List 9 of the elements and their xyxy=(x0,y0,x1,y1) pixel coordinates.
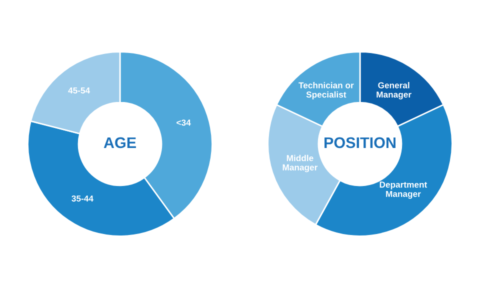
slice-label: Middle Manager xyxy=(282,154,318,172)
slice-label: Technician or Specialist xyxy=(298,82,354,100)
text: POSITION xyxy=(324,137,396,148)
slice-label: 35-44 xyxy=(72,195,94,202)
slice-label: General Manager xyxy=(376,82,412,100)
slice-label: Department Manager xyxy=(380,182,428,199)
slice-label: 45-54 xyxy=(68,88,90,94)
slice-label: <34 xyxy=(176,120,191,126)
text: AGE xyxy=(104,137,136,148)
